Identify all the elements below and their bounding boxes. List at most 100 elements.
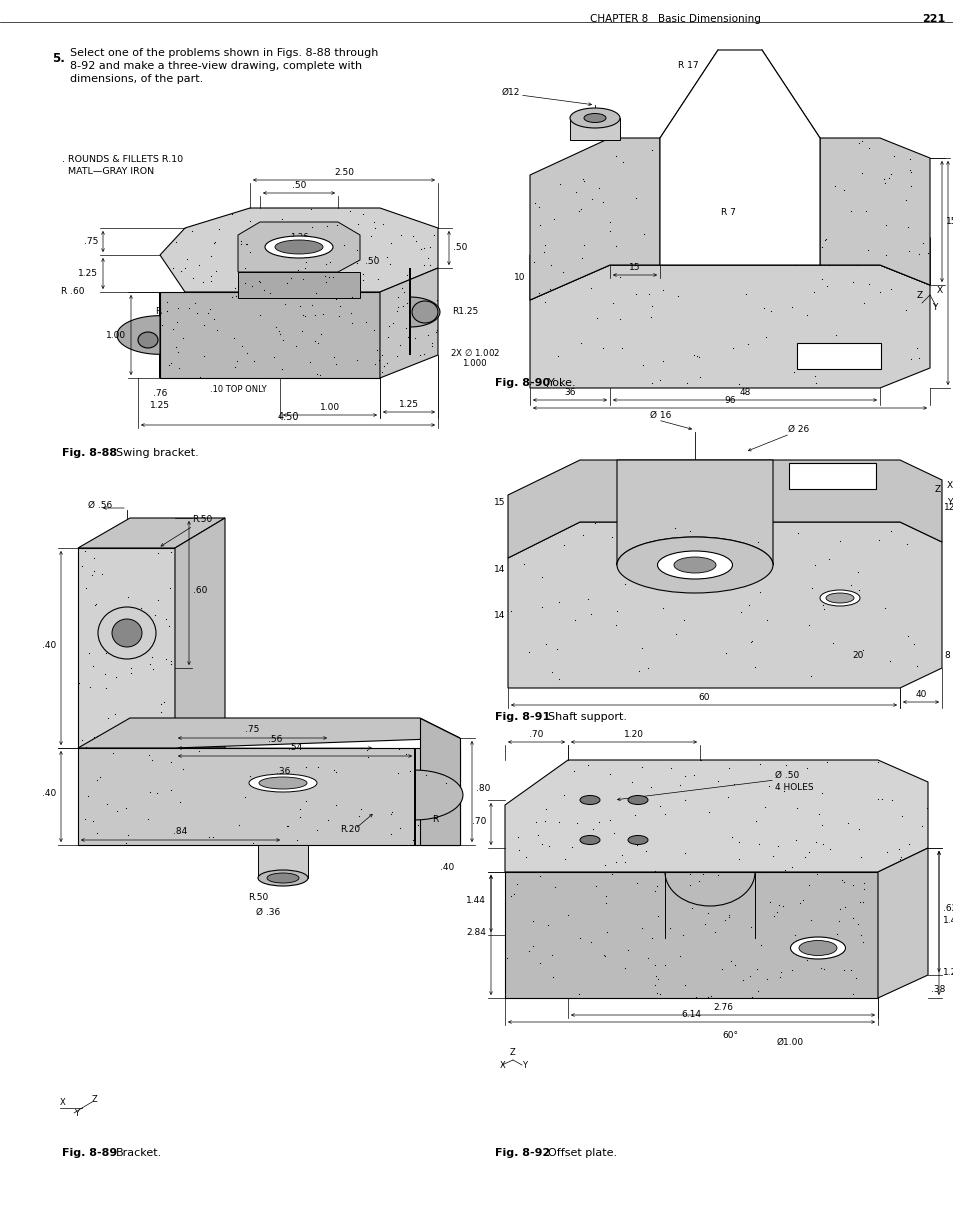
Point <box>94 564 110 583</box>
Point <box>692 368 707 387</box>
Point <box>686 766 701 786</box>
Polygon shape <box>530 138 659 300</box>
Point <box>382 255 397 274</box>
Point <box>575 525 590 544</box>
Point <box>618 542 633 561</box>
Text: Ø 16: Ø 16 <box>649 410 671 420</box>
Text: .50: .50 <box>292 181 306 190</box>
Point <box>604 527 619 547</box>
Point <box>77 542 92 561</box>
Point <box>303 199 318 218</box>
Point <box>814 238 829 257</box>
Point <box>777 861 792 881</box>
Point <box>855 892 870 911</box>
Point <box>502 602 517 621</box>
Ellipse shape <box>627 795 647 805</box>
Point <box>354 799 369 818</box>
Point <box>821 255 836 274</box>
Point <box>607 146 622 166</box>
Text: . ROUNDS & FILLETS R.10: . ROUNDS & FILLETS R.10 <box>62 155 183 164</box>
Point <box>557 849 572 868</box>
Point <box>105 744 120 764</box>
Point <box>772 962 787 982</box>
Text: R.50: R.50 <box>248 893 268 903</box>
Point <box>175 759 191 778</box>
Point <box>842 202 858 222</box>
Point <box>695 865 710 884</box>
Text: 36: 36 <box>563 389 576 397</box>
Point <box>407 329 422 348</box>
Point <box>568 183 583 202</box>
Point <box>815 959 830 978</box>
Point <box>836 960 851 979</box>
Polygon shape <box>237 272 359 298</box>
Point <box>583 932 598 951</box>
Point <box>260 238 275 257</box>
Point <box>597 946 612 966</box>
Point <box>577 235 592 255</box>
Point <box>652 370 667 390</box>
Point <box>389 346 404 365</box>
Text: 1.25: 1.25 <box>942 968 953 977</box>
Point <box>601 222 617 241</box>
Point <box>294 771 310 790</box>
Point <box>667 625 682 644</box>
Point <box>400 328 416 347</box>
Point <box>207 234 222 253</box>
Point <box>499 949 515 968</box>
Point <box>852 848 867 867</box>
Point <box>283 268 298 287</box>
Point <box>123 637 138 657</box>
Point <box>652 797 667 816</box>
Point <box>200 303 215 323</box>
Point <box>158 649 173 669</box>
Point <box>407 297 422 317</box>
Point <box>304 296 319 315</box>
Point <box>691 347 706 367</box>
Point <box>700 801 716 821</box>
Point <box>786 924 801 944</box>
Point <box>662 759 678 778</box>
Point <box>427 296 442 315</box>
Point <box>344 287 359 307</box>
Point <box>875 169 890 189</box>
Point <box>849 915 864 934</box>
Point <box>416 345 431 364</box>
Point <box>850 133 865 152</box>
Point <box>914 233 929 252</box>
Text: Swing bracket.: Swing bracket. <box>116 448 198 458</box>
Point <box>727 560 742 580</box>
Point <box>325 267 340 286</box>
Text: Fig. 8-92: Fig. 8-92 <box>495 1149 550 1158</box>
Point <box>643 296 659 315</box>
Point <box>672 776 687 795</box>
Point <box>709 865 724 884</box>
Point <box>351 806 366 826</box>
Point <box>107 705 122 725</box>
Text: .36: .36 <box>275 767 290 776</box>
Point <box>639 842 654 861</box>
Point <box>883 790 899 810</box>
Point <box>852 924 867 944</box>
Point <box>159 302 174 322</box>
Text: METRIC: METRIC <box>820 352 857 362</box>
Point <box>148 605 163 625</box>
Point <box>759 610 774 630</box>
Point <box>881 168 896 188</box>
Ellipse shape <box>267 873 298 883</box>
Text: Z: Z <box>91 1095 97 1104</box>
Point <box>118 833 133 853</box>
Point <box>395 283 411 302</box>
Point <box>783 960 799 979</box>
Point <box>836 898 851 917</box>
Point <box>786 362 801 381</box>
Point <box>636 224 651 244</box>
Point <box>697 551 712 570</box>
Point <box>631 661 646 681</box>
Text: .70: .70 <box>471 817 485 826</box>
Text: 1.25: 1.25 <box>150 401 170 410</box>
Point <box>298 790 314 810</box>
Point <box>816 599 831 619</box>
Point <box>819 752 834 771</box>
Ellipse shape <box>825 593 853 603</box>
